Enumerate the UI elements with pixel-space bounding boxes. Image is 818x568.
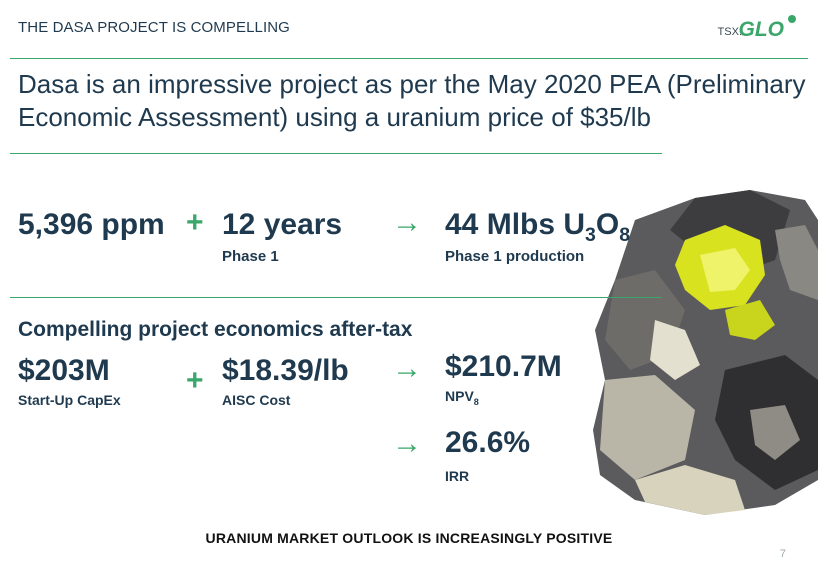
production-value: 44 Mlbs U3O8 bbox=[445, 208, 631, 246]
npv-value: $210.7M bbox=[445, 350, 562, 383]
npv-label: NPV8 bbox=[445, 388, 479, 407]
company-logo: TSX: GLO bbox=[706, 15, 796, 44]
years-label: Phase 1 bbox=[222, 248, 279, 265]
production-label: Phase 1 production bbox=[445, 248, 585, 265]
economics-title: Compelling project economics after-tax bbox=[18, 318, 413, 341]
capex-value: $203M bbox=[18, 354, 110, 387]
years-value: 12 years bbox=[222, 208, 343, 241]
logo-dot bbox=[788, 15, 796, 23]
logo-name: GLO bbox=[738, 18, 785, 41]
irr-label: IRR bbox=[445, 468, 470, 484]
section-divider bbox=[10, 297, 662, 298]
aisc-value: $18.39/lb bbox=[222, 354, 349, 387]
arrow-right-icon: → bbox=[392, 206, 422, 239]
arrow-right-icon: → bbox=[392, 427, 422, 460]
headline-divider bbox=[10, 153, 662, 154]
headline: Dasa is an impressive project as per the… bbox=[18, 69, 806, 132]
aisc-label: AISC Cost bbox=[222, 392, 291, 408]
capex-label: Start-Up CapEx bbox=[18, 392, 121, 408]
irr-value: 26.6% bbox=[445, 426, 531, 459]
arrow-right-icon: → bbox=[392, 352, 422, 385]
plus-icon: + bbox=[186, 206, 204, 239]
slide-title: THE DASA PROJECT IS COMPELLING bbox=[18, 19, 290, 36]
plus-icon: + bbox=[186, 364, 204, 397]
footer-message: URANIUM MARKET OUTLOOK IS INCREASINGLY P… bbox=[205, 530, 613, 546]
page-number: 7 bbox=[779, 548, 786, 560]
header-divider bbox=[10, 58, 808, 59]
uranium-ore-image bbox=[593, 190, 818, 515]
logo-prefix: TSX: bbox=[717, 26, 742, 38]
grade-value: 5,396 ppm bbox=[18, 208, 165, 241]
